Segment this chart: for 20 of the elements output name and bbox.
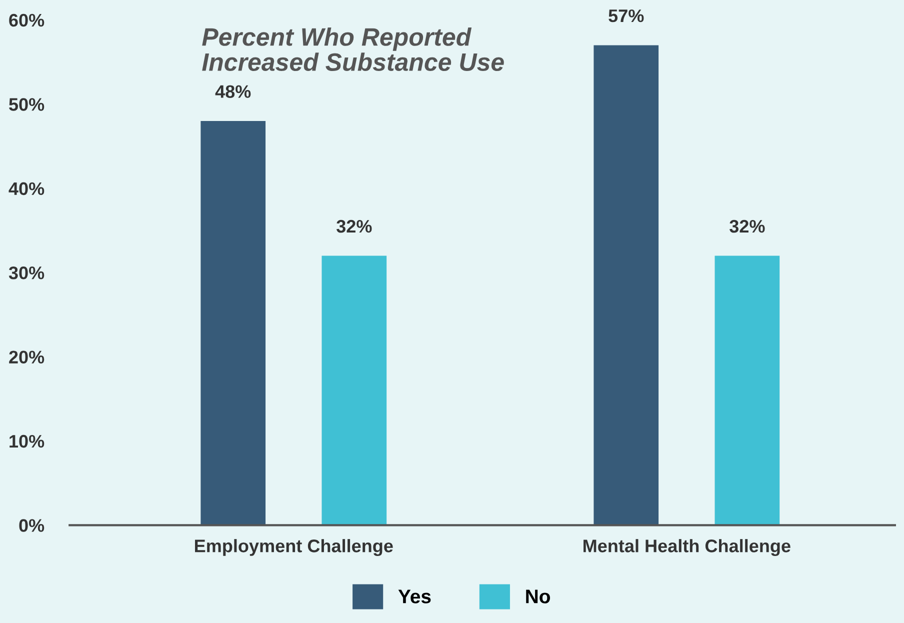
data-label: 57% <box>608 9 644 22</box>
legend-label: Yes <box>398 590 431 604</box>
data-label: 48% <box>215 85 251 98</box>
y-tick-label: 10% <box>10 434 44 448</box>
y-tick-label: 20% <box>9 350 44 364</box>
y-tick-label: 50% <box>9 98 44 111</box>
x-tick-label: Mental Health Challenge <box>584 539 790 556</box>
y-tick-label: 0% <box>19 519 44 532</box>
y-tick-label: 60% <box>9 14 44 27</box>
bar <box>594 45 659 526</box>
data-label: 32% <box>336 220 372 233</box>
bar <box>200 120 266 526</box>
legend-label: No <box>526 590 550 604</box>
y-tick-label: 40% <box>8 182 44 196</box>
bar <box>322 256 387 526</box>
bar <box>714 256 780 526</box>
text: Percent Who Reported Increased Substance Use <box>202 28 504 72</box>
y-tick-label: 30% <box>8 266 44 280</box>
x-tick-label: Employment Challenge <box>195 539 393 556</box>
data-label: 32% <box>730 220 765 233</box>
